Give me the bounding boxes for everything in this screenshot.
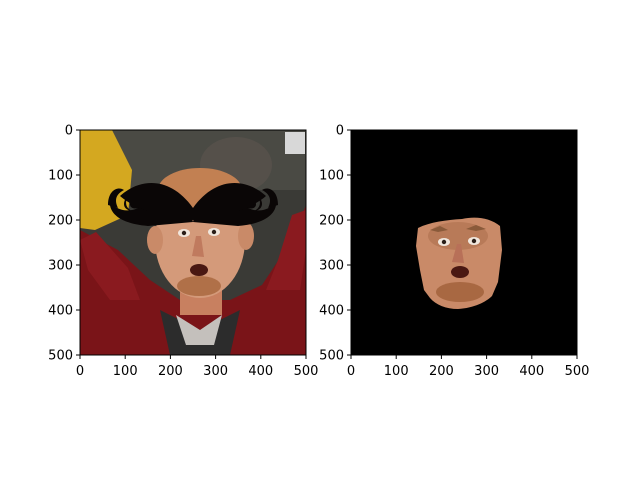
right-axes-frame [350,129,578,356]
left-ytick-label: 300 [48,259,73,274]
left-ytick-label: 100 [48,169,73,184]
left-ytick-label: 0 [65,124,73,139]
left-xtick-label: 400 [248,364,273,379]
left-ytick-label: 500 [48,349,73,364]
left-xtick-label: 200 [158,364,183,379]
right-ytick-label: 0 [336,124,344,139]
left-ytick-label: 400 [48,304,73,319]
left-image [80,130,306,355]
right-xtick-label: 200 [429,364,454,379]
right-image [351,130,577,355]
left-axes-frame [79,129,307,356]
right-xtick-label: 500 [565,364,590,379]
right-ytick-label: 500 [319,349,344,364]
left-xtick-label: 100 [113,364,138,379]
right-ytick-label: 300 [319,259,344,274]
right-ytick-label: 400 [319,304,344,319]
right-ytick-label: 200 [319,214,344,229]
right-xtick-label: 400 [519,364,544,379]
left-xtick-label: 300 [203,364,228,379]
left-xtick-label: 0 [76,364,84,379]
right-ytick-label: 100 [319,169,344,184]
right-xtick-label: 300 [474,364,499,379]
right-xtick-label: 100 [384,364,409,379]
left-ytick-label: 200 [48,214,73,229]
right-xtick-label: 0 [347,364,355,379]
left-xtick-label: 500 [294,364,319,379]
